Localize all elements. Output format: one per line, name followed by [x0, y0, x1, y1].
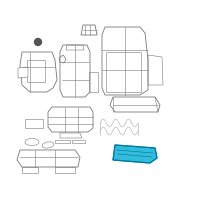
- Bar: [25, 119, 43, 128]
- Bar: [27, 60, 45, 82]
- Polygon shape: [18, 67, 28, 78]
- Circle shape: [35, 38, 42, 46]
- Bar: [106, 52, 141, 92]
- Polygon shape: [113, 145, 157, 163]
